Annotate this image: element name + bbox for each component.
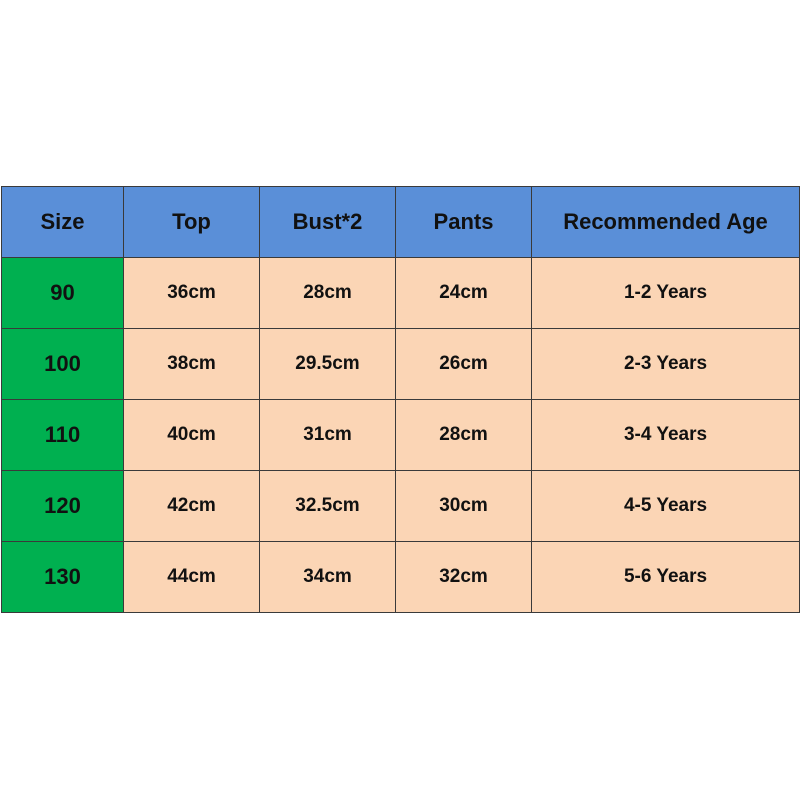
measure-cell: 32cm [395, 541, 532, 613]
measure-cell: 4-5 Years [531, 470, 800, 542]
measure-cell: 1-2 Years [531, 257, 800, 329]
measure-cell: 26cm [395, 328, 532, 400]
measure-cell: 38cm [123, 328, 260, 400]
header-cell: Size [1, 186, 124, 258]
header-row: Size Top Bust*2 Pants Recommended Age [1, 186, 800, 258]
table-row: 130 44cm 34cm 32cm 5-6 Years [1, 541, 800, 613]
measure-cell: 44cm [123, 541, 260, 613]
measure-cell: 5-6 Years [531, 541, 800, 613]
header-cell: Bust*2 [259, 186, 396, 258]
size-cell: 90 [1, 257, 124, 329]
header-cell: Recommended Age [531, 186, 800, 258]
table-row: 90 36cm 28cm 24cm 1-2 Years [1, 257, 800, 329]
header-cell: Top [123, 186, 260, 258]
measure-cell: 42cm [123, 470, 260, 542]
size-cell: 110 [1, 399, 124, 471]
measure-cell: 40cm [123, 399, 260, 471]
measure-cell: 2-3 Years [531, 328, 800, 400]
header-cell: Pants [395, 186, 532, 258]
table-row: 110 40cm 31cm 28cm 3-4 Years [1, 399, 800, 471]
measure-cell: 28cm [395, 399, 532, 471]
size-cell: 130 [1, 541, 124, 613]
measure-cell: 31cm [259, 399, 396, 471]
measure-cell: 32.5cm [259, 470, 396, 542]
size-table: Size Top Bust*2 Pants Recommended Age 90 36cm… [1, 186, 800, 613]
measure-cell: 36cm [123, 257, 260, 329]
table-row: 100 38cm 29.5cm 26cm 2-3 Years [1, 328, 800, 400]
measure-cell: 3-4 Years [531, 399, 800, 471]
size-cell: 120 [1, 470, 124, 542]
measure-cell: 30cm [395, 470, 532, 542]
table-row: 120 42cm 32.5cm 30cm 4-5 Years [1, 470, 800, 542]
measure-cell: 24cm [395, 257, 532, 329]
size-cell: 100 [1, 328, 124, 400]
measure-cell: 29.5cm [259, 328, 396, 400]
measure-cell: 34cm [259, 541, 396, 613]
measure-cell: 28cm [259, 257, 396, 329]
table-body: 90 36cm 28cm 24cm 1-2 Years 100 38cm 29.5cm 26cm… [1, 257, 800, 613]
